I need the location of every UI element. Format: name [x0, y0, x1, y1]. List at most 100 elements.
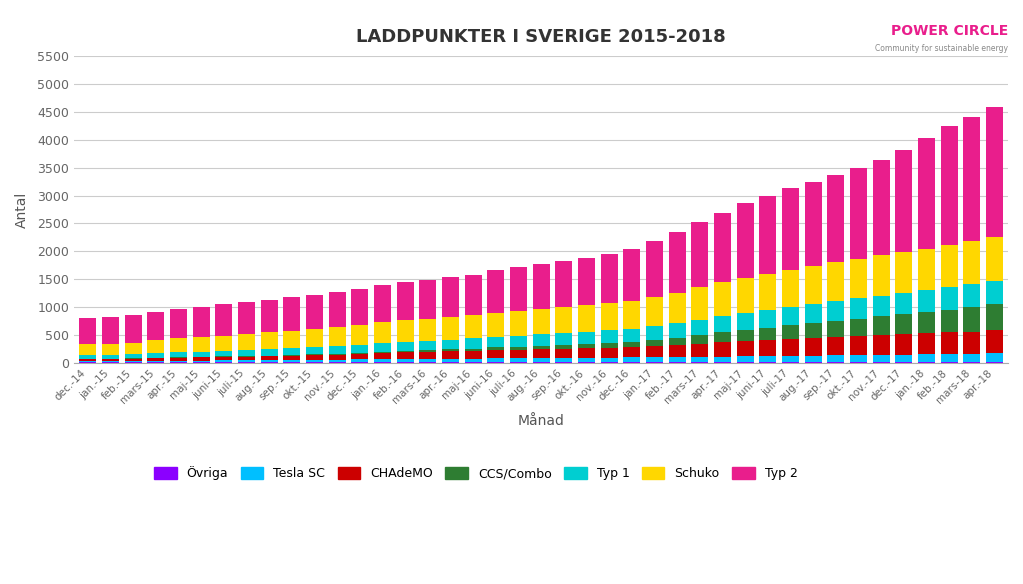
Bar — [895, 334, 913, 354]
Bar — [442, 352, 459, 359]
Bar — [80, 318, 96, 345]
Bar — [238, 350, 255, 356]
Bar — [601, 362, 618, 363]
Bar — [850, 362, 866, 363]
Bar — [601, 304, 618, 331]
Bar — [306, 362, 323, 363]
Bar — [918, 354, 935, 362]
Bar — [192, 360, 210, 362]
Bar — [782, 356, 799, 362]
Bar — [669, 338, 685, 345]
Bar — [125, 315, 141, 342]
Bar — [918, 333, 935, 354]
Bar — [487, 270, 504, 313]
Title: LADDPUNKTER I SVERIGE 2015-2018: LADDPUNKTER I SVERIGE 2015-2018 — [356, 28, 726, 46]
Bar — [669, 293, 685, 324]
Bar — [261, 362, 277, 363]
Bar — [102, 361, 119, 363]
Bar — [986, 107, 1003, 237]
Bar — [419, 352, 436, 359]
Bar — [782, 325, 799, 339]
Bar — [374, 362, 391, 363]
Bar — [964, 362, 980, 363]
Bar — [170, 357, 187, 361]
Bar — [873, 335, 890, 355]
Bar — [261, 360, 277, 362]
Bar — [895, 354, 913, 362]
Bar — [782, 362, 799, 363]
Bar — [487, 337, 504, 347]
Bar — [192, 307, 210, 338]
Bar — [578, 357, 595, 362]
Bar — [102, 317, 119, 343]
Bar — [192, 357, 210, 360]
Bar — [328, 292, 346, 327]
Bar — [509, 350, 527, 358]
Bar — [578, 258, 595, 305]
Bar — [215, 357, 232, 360]
Bar — [555, 345, 572, 349]
Bar — [397, 359, 413, 362]
Bar — [283, 297, 301, 331]
Bar — [374, 353, 391, 359]
Bar — [102, 359, 119, 361]
Bar — [555, 261, 572, 307]
Bar — [918, 138, 935, 249]
Bar — [850, 318, 866, 336]
Bar — [397, 282, 413, 321]
Bar — [759, 356, 776, 362]
Bar — [759, 274, 776, 310]
Bar — [918, 362, 935, 363]
Bar — [804, 338, 821, 356]
Bar — [895, 252, 913, 293]
Bar — [555, 349, 572, 358]
Bar — [397, 352, 413, 359]
Bar — [509, 358, 527, 362]
X-axis label: Månad: Månad — [518, 414, 565, 428]
Bar — [442, 277, 459, 317]
Bar — [261, 356, 277, 360]
Bar — [261, 349, 277, 356]
Bar — [419, 359, 436, 362]
Bar — [170, 339, 187, 352]
Bar — [964, 354, 980, 362]
Bar — [940, 354, 958, 362]
Bar — [964, 241, 980, 284]
Bar — [533, 334, 549, 346]
Bar — [328, 327, 346, 346]
Bar — [125, 342, 141, 354]
Bar — [533, 264, 549, 309]
Bar — [238, 334, 255, 350]
Bar — [759, 362, 776, 363]
Bar — [419, 362, 436, 363]
Bar — [873, 296, 890, 317]
Bar — [964, 332, 980, 354]
Bar — [692, 357, 708, 362]
Bar — [283, 360, 301, 362]
Bar — [804, 323, 821, 338]
Bar — [782, 339, 799, 356]
Bar — [374, 285, 391, 322]
Bar — [828, 301, 844, 321]
Bar — [940, 245, 958, 287]
Bar — [578, 348, 595, 357]
Bar — [170, 309, 187, 339]
Bar — [782, 270, 799, 307]
Bar — [261, 300, 277, 332]
Text: Community for sustainable energy: Community for sustainable energy — [875, 44, 1008, 53]
Bar — [442, 349, 459, 352]
Bar — [487, 358, 504, 362]
Bar — [646, 362, 663, 363]
Bar — [147, 361, 165, 362]
Bar — [669, 357, 685, 362]
Bar — [464, 351, 482, 359]
Bar — [646, 241, 663, 297]
Bar — [986, 304, 1003, 330]
Bar — [464, 339, 482, 349]
Bar — [215, 362, 232, 363]
Bar — [192, 362, 210, 363]
Bar — [895, 150, 913, 252]
Bar — [623, 301, 640, 329]
Bar — [828, 321, 844, 337]
Bar — [828, 362, 844, 363]
